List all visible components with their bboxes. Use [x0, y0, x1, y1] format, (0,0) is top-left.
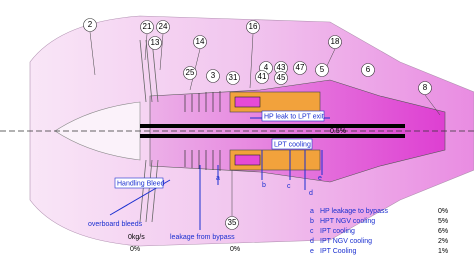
callout: 35 — [228, 218, 237, 227]
legend-text: HP leakage to bypass — [320, 208, 388, 215]
handling-bleed-label: Handling Bleed — [117, 180, 165, 187]
legend-key: b — [310, 218, 314, 225]
legend-text: IPT NGV cooling — [320, 238, 372, 245]
flow-letter: b — [262, 182, 266, 189]
callout: 25 — [186, 68, 195, 77]
shaft-pct: 0.5% — [330, 128, 346, 135]
callout: 31 — [229, 73, 238, 82]
overboard-pct: 0% — [130, 246, 140, 253]
legend: a HP leakage to bypass 0% b HPT NGV cool… — [310, 208, 448, 255]
legend-pct: 6% — [438, 228, 448, 235]
callout: 13 — [151, 38, 160, 47]
callouts: 2 21 24 13 14 16 18 25 3 31 4 43 47 5 41… — [88, 20, 428, 227]
legend-key: e — [310, 248, 314, 255]
shaft-top — [140, 124, 405, 128]
callout: 43 — [277, 63, 286, 72]
callout: 24 — [159, 22, 168, 31]
callout: 3 — [211, 71, 216, 80]
callout: 4 — [264, 63, 269, 72]
flow-letter: d — [309, 190, 313, 197]
flame-top — [234, 96, 261, 108]
callout: 8 — [423, 83, 428, 92]
box-frame — [114, 177, 164, 189]
overboard-label: overboard bleeds — [88, 221, 143, 228]
callout: 41 — [258, 72, 267, 81]
box-frame — [261, 110, 325, 122]
legend-pct: 0% — [438, 208, 448, 215]
bypass-leak-pct: 0% — [230, 246, 240, 253]
legend-key: a — [310, 208, 314, 215]
legend-pct: 5% — [438, 218, 448, 225]
lpt-cooling-label: LPT cooling — [274, 141, 311, 148]
flow-letter: a — [216, 175, 220, 182]
callout: 6 — [366, 65, 371, 74]
callout: 47 — [296, 63, 305, 72]
fan-blades — [139, 39, 159, 223]
overboard-flow: 0kg/s — [128, 234, 145, 241]
callout: 18 — [331, 37, 340, 46]
callout: 14 — [196, 37, 205, 46]
compressor-stages — [184, 91, 221, 171]
legend-text: IPT cooling — [320, 228, 355, 235]
legend-text: IPT Cooling — [320, 248, 357, 255]
callout: 45 — [277, 73, 286, 82]
legend-pct: 1% — [438, 248, 448, 255]
callout: 21 — [143, 22, 152, 31]
bypass-leak-label: leakage from bypass — [170, 234, 235, 241]
callout-circles — [83, 18, 432, 230]
callout: 5 — [320, 65, 325, 74]
flame-bottom — [234, 154, 261, 166]
shaft-bottom — [140, 134, 405, 138]
legend-text: HPT NGV cooling — [320, 218, 375, 225]
flow-letter: c — [287, 183, 291, 190]
box-frame — [271, 138, 313, 150]
legend-key: c — [310, 228, 314, 235]
callout: 2 — [88, 20, 93, 29]
callout: 16 — [249, 22, 258, 31]
legend-pct: 2% — [438, 238, 448, 245]
legend-key: d — [310, 238, 314, 245]
flow-letter: e — [318, 175, 322, 182]
hp-leak-label: HP leak to LPT exit — [264, 113, 324, 120]
